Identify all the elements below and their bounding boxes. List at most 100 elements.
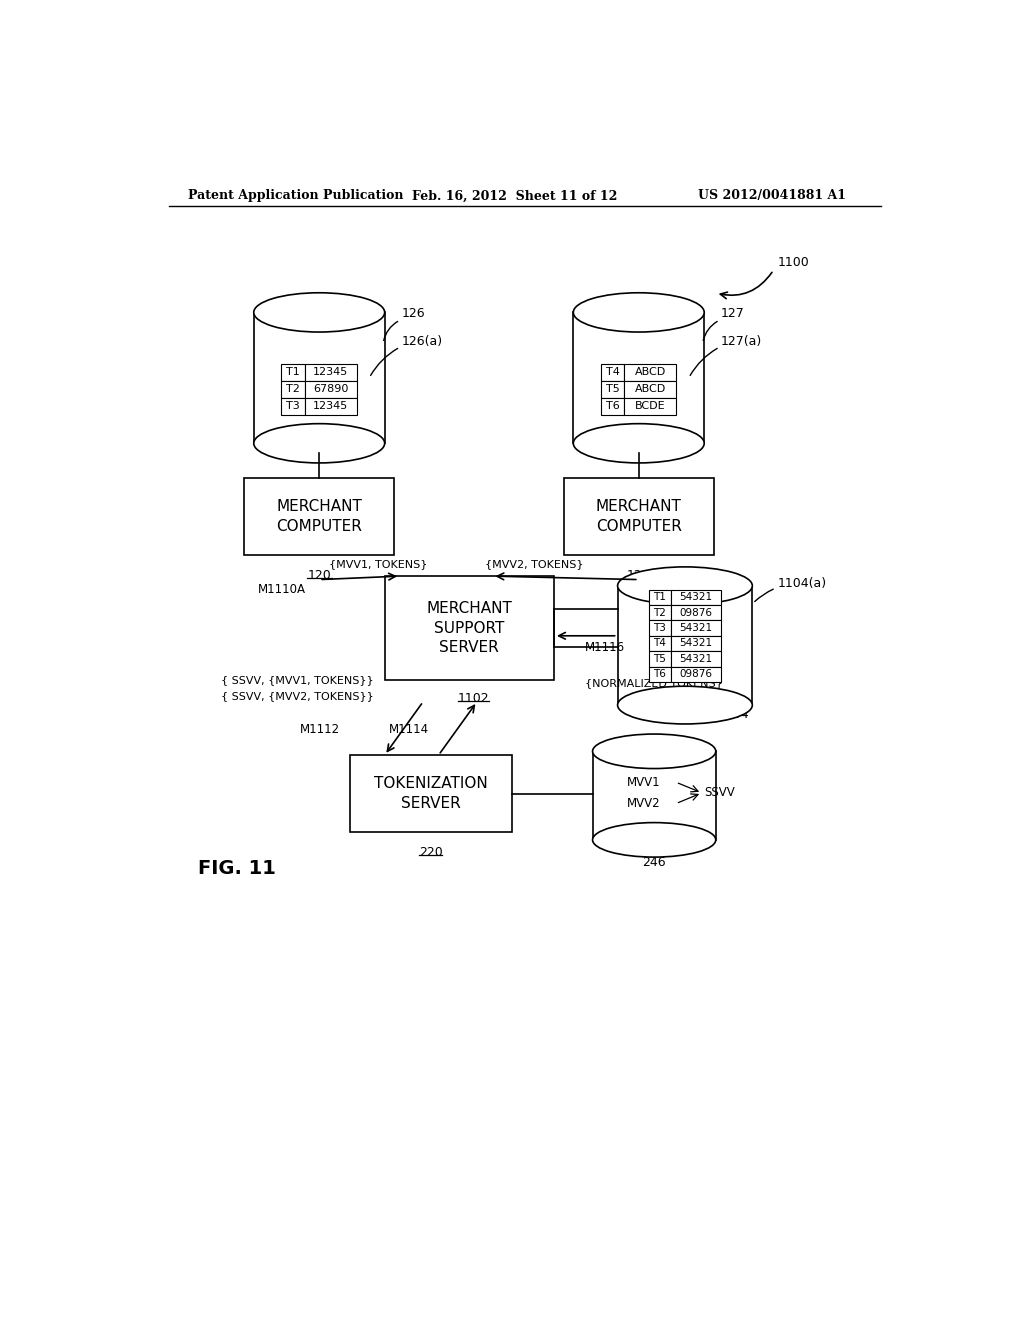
Bar xyxy=(671,651,721,667)
Bar xyxy=(649,620,671,636)
FancyArrowPatch shape xyxy=(720,272,772,298)
Bar xyxy=(649,605,671,620)
Bar xyxy=(282,397,304,414)
Text: 1100: 1100 xyxy=(777,256,809,269)
Text: BCDE: BCDE xyxy=(635,401,666,412)
Bar xyxy=(671,667,721,682)
Text: M1110B: M1110B xyxy=(486,582,535,594)
Text: { SSVV, {MVV2, TOKENS}}: { SSVV, {MVV2, TOKENS}} xyxy=(221,690,374,701)
Text: M1114: M1114 xyxy=(388,723,429,737)
Bar xyxy=(625,397,677,414)
Text: 54321: 54321 xyxy=(679,653,713,664)
Text: 127: 127 xyxy=(721,308,744,321)
Text: 54321: 54321 xyxy=(679,623,713,634)
Polygon shape xyxy=(617,586,753,705)
Bar xyxy=(671,620,721,636)
Ellipse shape xyxy=(573,293,705,333)
Text: 09876: 09876 xyxy=(679,607,713,618)
Bar xyxy=(649,636,671,651)
Bar xyxy=(304,364,357,381)
Text: M1112: M1112 xyxy=(300,723,340,737)
Bar xyxy=(671,605,721,620)
Bar xyxy=(671,590,721,605)
Text: T3: T3 xyxy=(286,401,300,412)
Text: { SSVV, {MVV1, TOKENS}}: { SSVV, {MVV1, TOKENS}} xyxy=(221,676,374,685)
Text: MERCHANT
COMPUTER: MERCHANT COMPUTER xyxy=(276,499,362,533)
Ellipse shape xyxy=(593,734,716,768)
FancyArrowPatch shape xyxy=(371,348,397,375)
Bar xyxy=(385,576,554,680)
Polygon shape xyxy=(573,313,705,444)
Text: 246: 246 xyxy=(642,857,666,870)
Text: 09876: 09876 xyxy=(679,669,713,680)
Text: Patent Application Publication: Patent Application Publication xyxy=(188,189,403,202)
Text: 1102: 1102 xyxy=(458,692,489,705)
Text: T2: T2 xyxy=(653,607,667,618)
Bar xyxy=(282,381,304,397)
FancyArrowPatch shape xyxy=(703,322,717,341)
Text: T1: T1 xyxy=(286,367,300,378)
Text: M1110A: M1110A xyxy=(258,583,305,597)
Text: 12345: 12345 xyxy=(313,401,348,412)
Text: SSVV: SSVV xyxy=(705,787,735,800)
Bar xyxy=(601,381,625,397)
Ellipse shape xyxy=(617,686,753,723)
Text: 1104(a): 1104(a) xyxy=(777,577,826,590)
Ellipse shape xyxy=(593,822,716,857)
Text: T5: T5 xyxy=(606,384,620,395)
Polygon shape xyxy=(254,313,385,444)
Text: MVV2: MVV2 xyxy=(628,797,660,810)
Text: 121: 121 xyxy=(627,569,650,582)
Text: {MVV1, TOKENS}: {MVV1, TOKENS} xyxy=(330,560,428,569)
Text: T1: T1 xyxy=(653,593,667,602)
Ellipse shape xyxy=(617,566,753,605)
Bar xyxy=(282,364,304,381)
Text: 1104: 1104 xyxy=(717,708,749,721)
FancyArrowPatch shape xyxy=(384,322,397,341)
Bar xyxy=(601,397,625,414)
Text: FIG. 11: FIG. 11 xyxy=(199,859,276,878)
Text: MERCHANT
COMPUTER: MERCHANT COMPUTER xyxy=(596,499,682,533)
Bar xyxy=(649,590,671,605)
Bar xyxy=(244,478,394,554)
Text: MERCHANT
SUPPORT
SERVER: MERCHANT SUPPORT SERVER xyxy=(426,601,512,656)
Bar xyxy=(649,667,671,682)
Text: ABCD: ABCD xyxy=(635,384,666,395)
Text: Feb. 16, 2012  Sheet 11 of 12: Feb. 16, 2012 Sheet 11 of 12 xyxy=(412,189,617,202)
Bar xyxy=(601,364,625,381)
Text: 54321: 54321 xyxy=(679,639,713,648)
Text: 220: 220 xyxy=(419,846,442,859)
FancyArrowPatch shape xyxy=(690,348,717,375)
FancyArrowPatch shape xyxy=(755,589,773,602)
Text: 126: 126 xyxy=(401,308,425,321)
Text: M1116: M1116 xyxy=(585,640,625,653)
Text: 54321: 54321 xyxy=(679,593,713,602)
Ellipse shape xyxy=(573,424,705,463)
Text: T4: T4 xyxy=(605,367,620,378)
Bar xyxy=(304,397,357,414)
Text: {NORMALIZED TOKENS}: {NORMALIZED TOKENS} xyxy=(585,678,723,689)
Text: T6: T6 xyxy=(653,669,667,680)
Text: 120: 120 xyxy=(307,569,331,582)
Bar xyxy=(671,636,721,651)
Text: MVV1: MVV1 xyxy=(628,776,660,788)
Text: T6: T6 xyxy=(606,401,620,412)
Text: {MVV2, TOKENS}: {MVV2, TOKENS} xyxy=(484,560,584,569)
Text: T5: T5 xyxy=(653,653,667,664)
Text: TOKENIZATION
SERVER: TOKENIZATION SERVER xyxy=(374,776,487,810)
Ellipse shape xyxy=(254,293,385,333)
Polygon shape xyxy=(593,751,716,840)
Ellipse shape xyxy=(254,424,385,463)
Bar xyxy=(350,755,512,832)
Bar xyxy=(625,364,677,381)
Bar xyxy=(625,381,677,397)
Text: T4: T4 xyxy=(653,639,667,648)
Text: 126(a): 126(a) xyxy=(401,335,442,348)
Text: 127(a): 127(a) xyxy=(721,335,763,348)
Text: US 2012/0041881 A1: US 2012/0041881 A1 xyxy=(698,189,846,202)
Text: 67890: 67890 xyxy=(313,384,348,395)
Text: ABCD: ABCD xyxy=(635,367,666,378)
Text: T2: T2 xyxy=(286,384,300,395)
Bar xyxy=(649,651,671,667)
Bar xyxy=(563,478,714,554)
